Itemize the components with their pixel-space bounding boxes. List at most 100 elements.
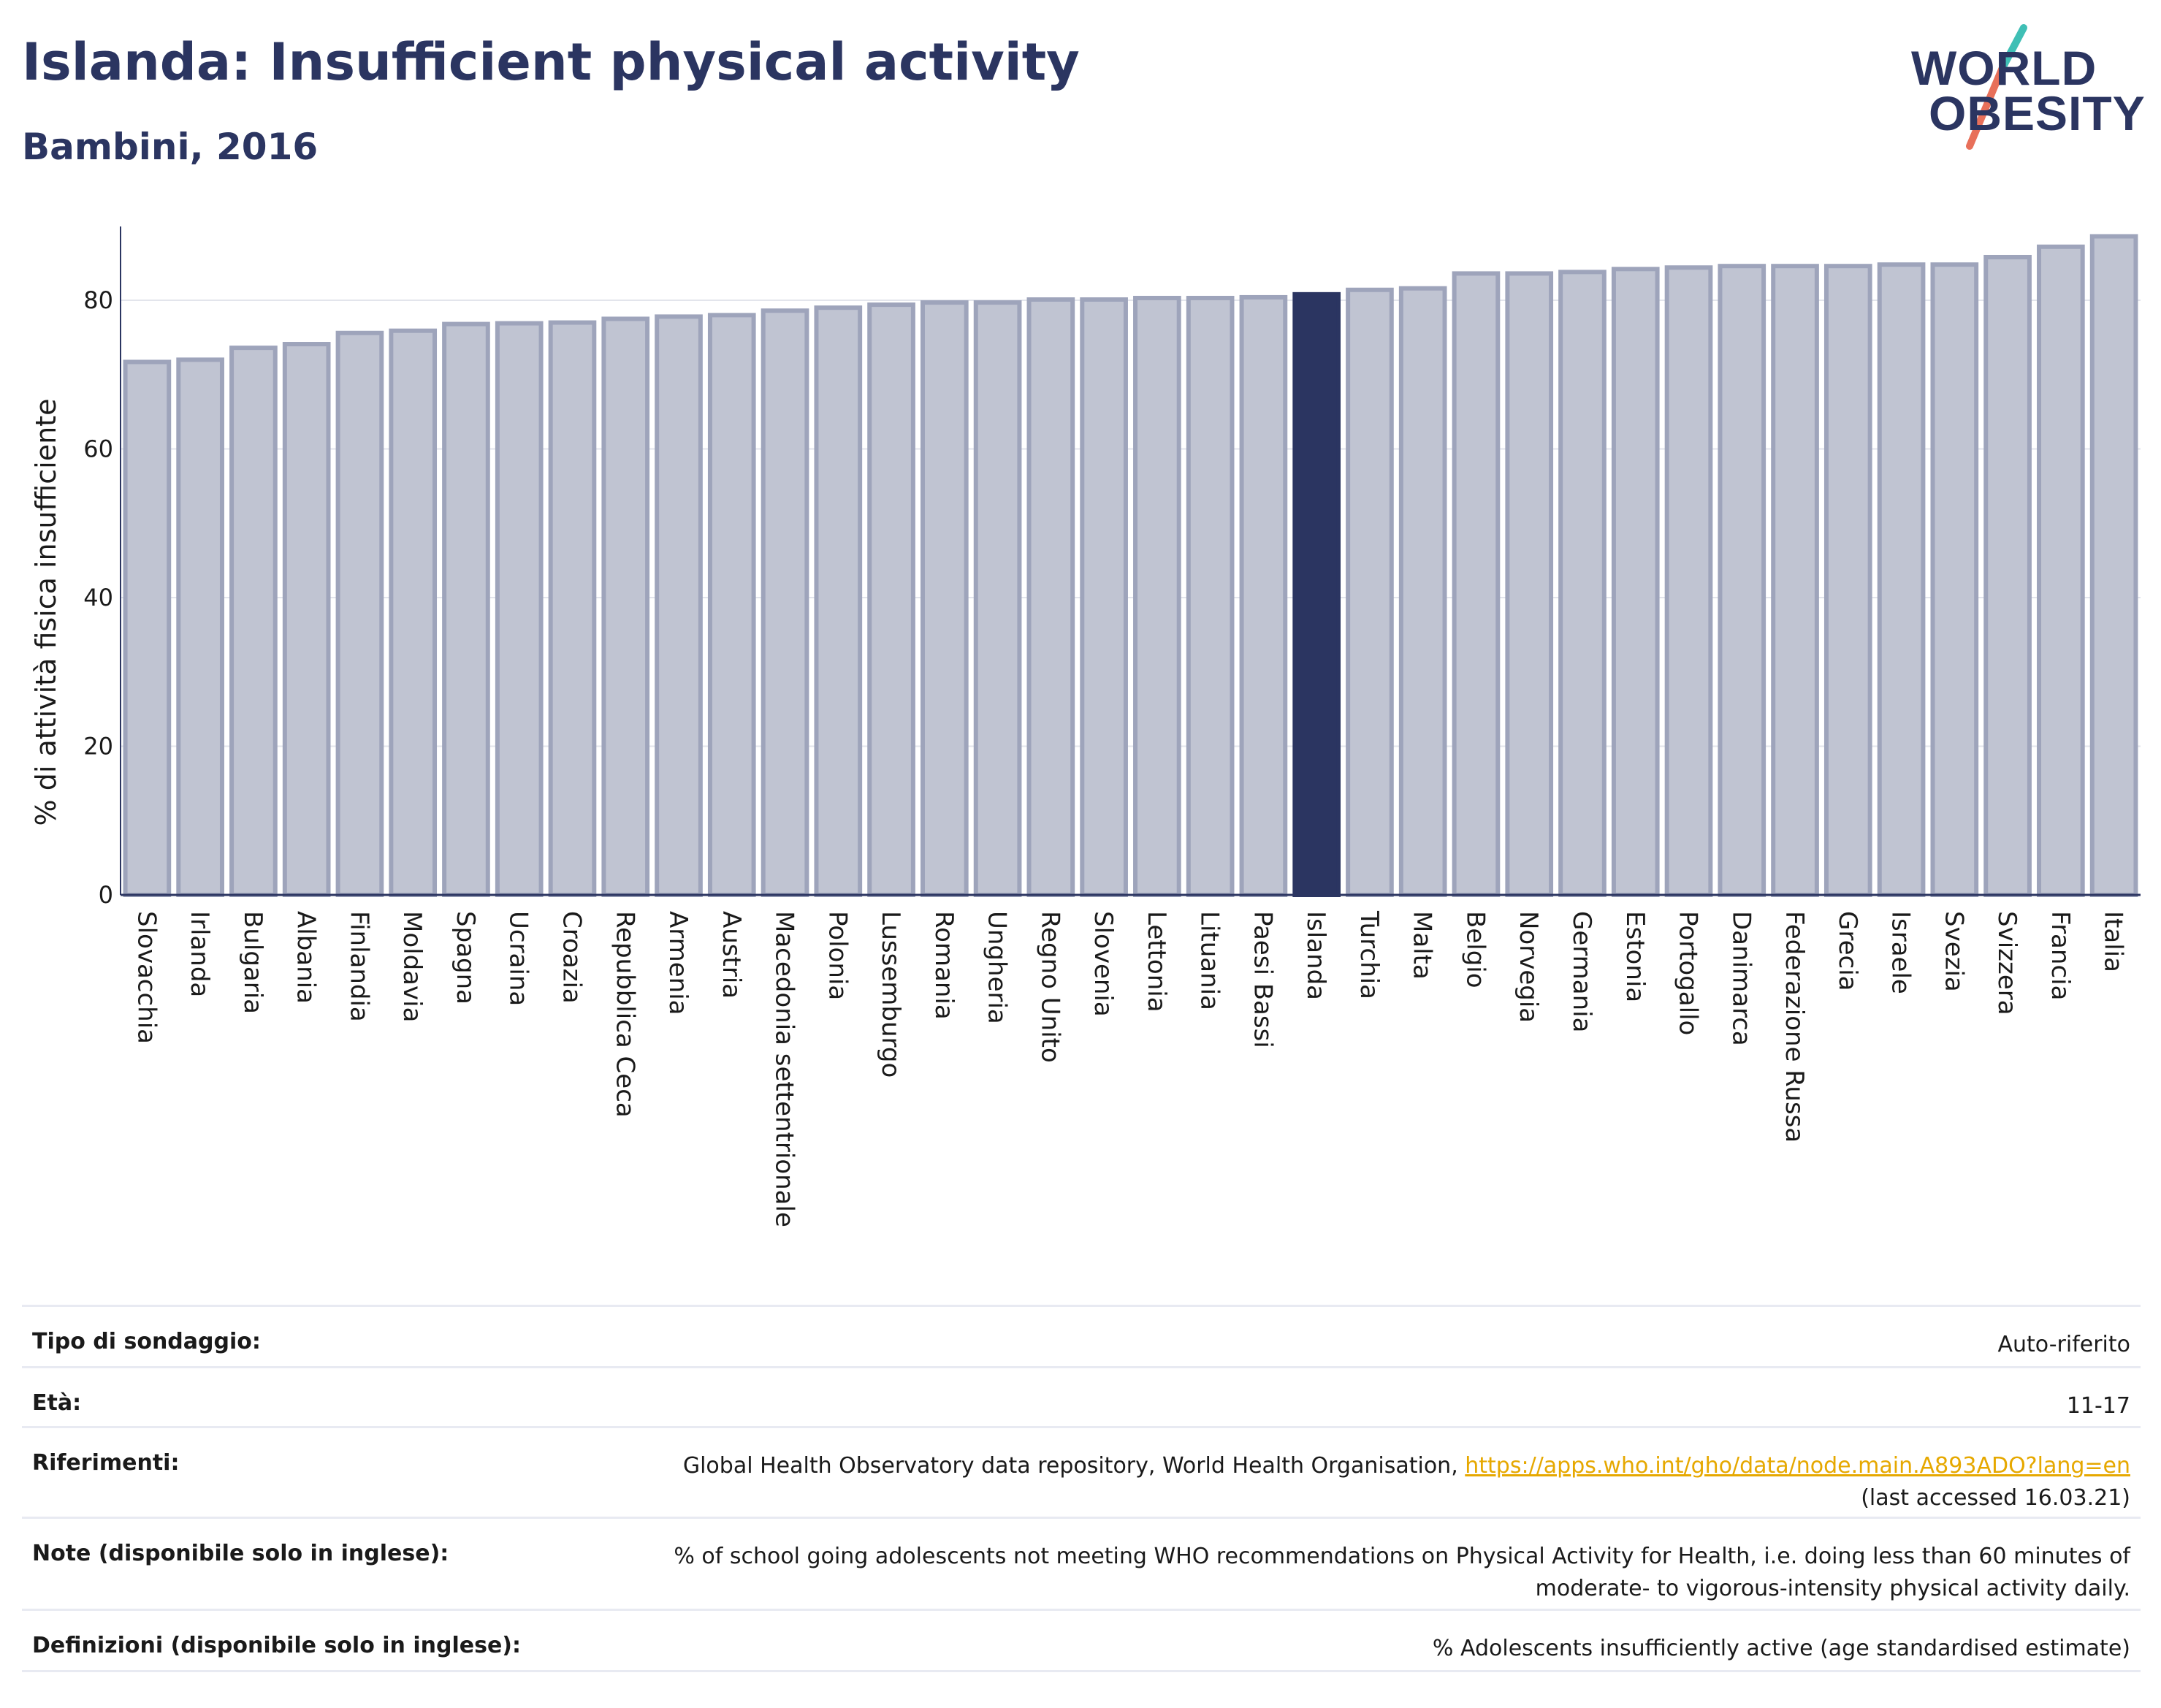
bar [1080,297,1128,898]
bar [1186,295,1235,897]
bar [1611,267,1660,897]
x-tick-label: Federazione Russa [1780,911,1809,1143]
world-obesity-logo: WORLD OBESITY [1899,22,2148,153]
x-tick-label: Ucraina [504,911,533,1006]
bar [1930,262,1979,898]
bar [548,320,597,897]
info-table: Tipo di sondaggio: Auto-riferito Età: 11… [22,1305,2141,1672]
x-tick-label: Finlandia [344,911,373,1022]
x-tick-label: Germania [1567,911,1596,1032]
x-tick-label: Bulgaria [238,911,267,1014]
x-tick-label: Estonia [1620,911,1650,1002]
info-value: % Adolescents insufficiently active (age… [1432,1636,2130,1661]
info-row-references: Riferimenti: Global Health Observatory d… [22,1428,2141,1519]
x-tick-label: Grecia [1833,911,1862,991]
bar [123,359,172,897]
x-tick-label: Svizzera [1992,911,2021,1015]
info-row-age: Età: 11-17 [22,1368,2141,1428]
info-value-references: Global Health Observatory data repositor… [683,1450,2130,1514]
x-tick-label: Lituania [1195,911,1224,1010]
info-value: Auto-riferito [1997,1332,2130,1357]
info-value: 11-17 [2066,1393,2130,1419]
bar [1718,264,1766,897]
page-subtitle: Bambini, 2016 [22,126,319,168]
x-tick-label: Macedonia settentrionale [770,911,799,1227]
bar [601,316,650,897]
x-tick-label: Moldavia [397,911,427,1022]
x-tick-label: Repubblica Ceca [610,911,639,1118]
bar [867,302,915,898]
bar [2089,234,2138,898]
x-tick-label: Croazia [557,911,586,1004]
bar [389,328,438,897]
x-tick-label: Danimarca [1726,911,1756,1046]
x-tick-label: Polonia [823,911,852,1000]
y-tick-label: 20 [83,733,113,760]
y-axis-label: % di attività fisica insufficiente [30,399,62,826]
axes [120,226,2141,896]
info-label: Definizioni (disponibile solo in inglese… [32,1633,521,1658]
x-tick-label: Italia [2099,911,2128,972]
x-tick-label: Svezia [1939,911,1968,992]
bar [1664,265,1713,898]
y-tick-label: 0 [99,881,113,909]
x-tick-label: Regno Unito [1035,911,1064,1063]
x-tick-label: Lussemburgo [876,911,905,1078]
x-tick-label: Ungheria [983,911,1012,1024]
reference-accessed: (last accessed 16.03.21) [1861,1484,2130,1511]
x-tick-label: Slovenia [1089,911,1118,1017]
bar [1026,297,1075,898]
info-label: Note (disponibile solo in inglese): [32,1541,449,1566]
bar [229,346,278,897]
bar [495,321,544,898]
x-tick-label: Israele [1886,911,1916,994]
bar [1133,295,1181,897]
bar [1452,271,1501,898]
bar [442,321,490,897]
bar [973,300,1022,898]
bar [1558,270,1607,897]
x-tick-label: Austria [717,911,746,999]
x-tick-label: Lettonia [1142,911,1171,1013]
y-tick-label: 40 [83,584,113,611]
reference-text: Global Health Observatory data repositor… [682,1453,1466,1479]
x-tick-label: Spagna [451,911,480,1004]
bar [920,300,969,898]
x-tick-label: Irlanda [185,911,214,997]
x-tick-label: Belgio [1460,911,1490,988]
info-label: Età: [32,1390,82,1416]
bar [2037,244,2085,898]
info-row-definitions: Definizioni (disponibile solo in inglese… [22,1611,2141,1672]
x-tick-label: Slovacchia [132,911,161,1044]
bar-chart: 0 20 40 60 80 Slovacchia Irlanda Bulgaria Albani… [30,226,2141,1227]
logo-text-world: WORLD [1911,41,2097,95]
info-row-notes: Note (disponibile solo in inglese): % of… [22,1519,2141,1611]
logo-text-obesity: OBESITY [1929,86,2146,140]
bars [123,234,2138,898]
bar-highlight [1292,291,1341,898]
x-tick-label: Albania [291,911,321,1004]
bar [1877,262,1926,898]
bar [1398,286,1447,898]
x-tick-label: Romania [929,911,958,1020]
info-label: Riferimenti: [32,1450,180,1476]
bar [176,357,224,897]
bar [1505,271,1554,898]
bar [335,330,384,897]
bar [1346,287,1394,897]
x-tick-label: Francia [2046,911,2075,1000]
bar [1771,264,1819,897]
x-tick-label: Malta [1408,911,1437,980]
x-tick-label: Turchia [1354,910,1384,999]
info-row-survey-type: Tipo di sondaggio: Auto-riferito [22,1307,2141,1368]
bar [761,308,809,897]
y-tick-label: 80 [83,286,113,314]
bar [1823,264,1872,897]
tick-labels: 0 20 40 60 80 Slovacchia Irlanda Bulgaria Albani… [83,286,2127,1227]
x-tick-label: Portogallo [1674,911,1703,1035]
x-tick-label: Norvegia [1514,911,1543,1023]
reference-link[interactable]: https://apps.who.int/gho/data/node.main.… [1465,1453,2130,1479]
info-label: Tipo di sondaggio: [32,1329,261,1354]
y-tick-label: 60 [83,435,113,463]
bar [814,305,863,898]
